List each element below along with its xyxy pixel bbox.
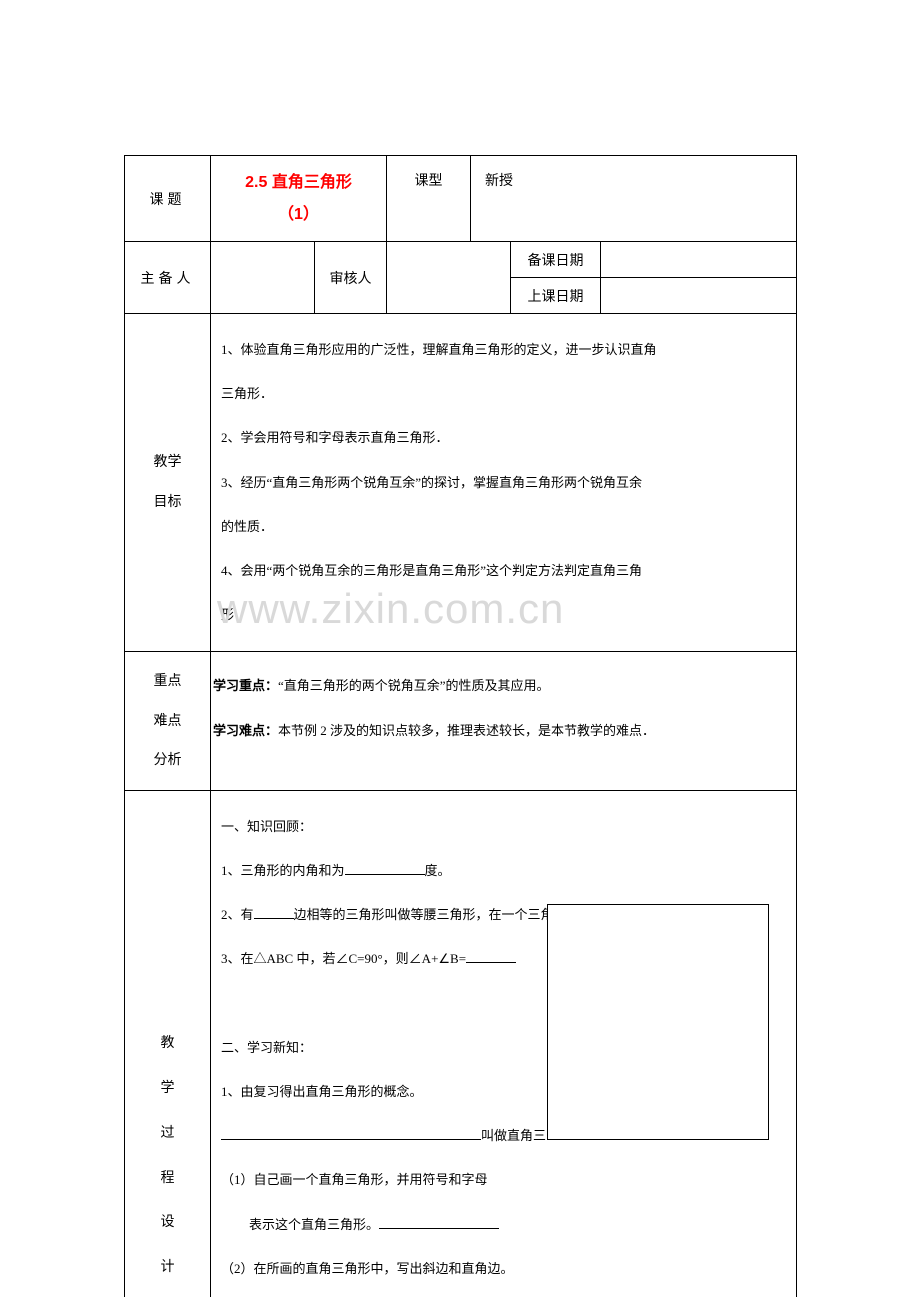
process-body-cell: 一、知识回顾： 1、三角形的内角和为度。 2、有边相等的三角形叫做等腰三角形，在… (211, 790, 797, 1297)
obj-line-6: 4、会用“两个锐角互余的三角形是直角三角形”这个判定方法判定直角三角 (221, 549, 786, 593)
objectives-label-2: 目标 (125, 483, 210, 522)
proc-l-2: 过 (125, 1112, 210, 1157)
diff-text: 本节例 2 涉及的知识点较多，推理表述较长，是本节教学的难点． (278, 723, 655, 738)
type-value-cell: 新授 (471, 156, 797, 242)
objectives-body-cell: 1、体验直角三角形应用的广泛性，理解直角三角形的定义，进一步认识直角 三角形． … (211, 314, 797, 652)
topic-label-cell: 课题 (125, 156, 211, 242)
title-cell: 2.5 直角三角形 （1） (211, 156, 387, 242)
type-label: 课型 (415, 174, 443, 189)
diff-bold: 学习难点： (213, 723, 278, 738)
p-line1a: 1、三角形的内角和为 (221, 863, 345, 878)
focus-label-1: 重点 (125, 662, 210, 701)
author-value-cell (211, 242, 315, 314)
objectives-label-cell: 教学 目标 (125, 314, 211, 652)
p-line1b: 度。 (425, 863, 451, 878)
p-line2a: 2、有 (221, 907, 254, 922)
blank-1 (345, 862, 425, 875)
title-line2: （1） (211, 199, 386, 231)
focus-label-cell: 重点 难点 分析 (125, 652, 211, 791)
obj-line-4: 3、经历“直角三角形两个锐角互余”的探讨，掌握直角三角形两个锐角互余 (221, 461, 786, 505)
blank-7 (379, 1216, 499, 1229)
prep-date-value-cell (601, 242, 797, 278)
objectives-row: 教学 目标 1、体验直角三角形应用的广泛性，理解直角三角形的定义，进一步认识直角… (125, 314, 797, 652)
process-body: 一、知识回顾： 1、三角形的内角和为度。 2、有边相等的三角形叫做等腰三角形，在… (211, 791, 796, 1297)
objectives-label-1: 教学 (125, 443, 210, 482)
process-label-cell: 教 学 过 程 设 计 (125, 790, 211, 1297)
prep-date-label: 备课日期 (528, 254, 584, 269)
objectives-body: 1、体验直角三角形应用的广泛性，理解直角三角形的定义，进一步认识直角 三角形． … (211, 314, 796, 651)
p-line3a: 3、在△ABC 中，若∠C=90°，则∠A+∠B= (221, 951, 466, 966)
proc-l-1: 学 (125, 1067, 210, 1112)
author-label-cell: 主备人 (125, 242, 211, 314)
class-date-label-cell: 上课日期 (511, 278, 601, 314)
page-container: 课题 2.5 直角三角形 （1） 课型 新授 主备人 审核人 备课日期 上课日期 (124, 155, 796, 1297)
topic-label: 课题 (150, 193, 186, 208)
focus-body-cell: 学习重点：“直角三角形的两个锐角互余”的性质及其应用。 学习难点：本节例 2 涉… (211, 652, 797, 791)
p-line7a: 表示这个直角三角形。 (249, 1217, 379, 1232)
header-row-1: 课题 2.5 直角三角形 （1） 课型 新授 (125, 156, 797, 242)
focus-body: 学习重点：“直角三角形的两个锐角互余”的性质及其应用。 学习难点：本节例 2 涉… (211, 652, 796, 764)
lesson-plan-table: 课题 2.5 直角三角形 （1） 课型 新授 主备人 审核人 备课日期 上课日期 (124, 155, 797, 1297)
focus-bold: 学习重点： (213, 678, 278, 693)
focus-label-3: 分析 (125, 741, 210, 780)
class-date-label: 上课日期 (528, 290, 584, 305)
blank-3 (466, 950, 516, 963)
drawing-box (547, 904, 769, 1140)
reviewer-label: 审核人 (330, 272, 372, 287)
blank-2 (254, 906, 294, 919)
type-label-cell: 课型 (387, 156, 471, 242)
proc-l-0: 教 (125, 1022, 210, 1067)
title-line1: 2.5 直角三角形 (211, 167, 386, 199)
type-value: 新授 (485, 174, 513, 189)
obj-line-2: 三角形． (221, 372, 786, 416)
obj-line-1: 1、体验直角三角形应用的广泛性，理解直角三角形的定义，进一步认识直角 (221, 328, 786, 372)
p-line6: （1）自己画一个直角三角形，并用符号和字母 (221, 1158, 786, 1202)
author-label: 主备人 (141, 272, 195, 287)
focus-label-2: 难点 (125, 702, 210, 741)
obj-line-3: 2、学会用符号和字母表示直角三角形． (221, 416, 786, 460)
proc-l-5: 计 (125, 1246, 210, 1291)
obj-line-5: 的性质． (221, 505, 786, 549)
p-line5b: 叫做直角三 (481, 1128, 546, 1143)
focus-text: “直角三角形的两个锐角互余”的性质及其应用。 (278, 678, 550, 693)
p-line8: （2）在所画的直角三角形中，写出斜边和直角边。 (221, 1247, 786, 1291)
obj-line-7: 形． (221, 593, 786, 637)
reviewer-value-cell (387, 242, 511, 314)
class-date-value-cell (601, 278, 797, 314)
proc-l-3: 程 (125, 1157, 210, 1202)
process-row: 教 学 过 程 设 计 一、知识回顾： 1、三角形的内角和为度。 2、有边相等的… (125, 790, 797, 1297)
prep-date-label-cell: 备课日期 (511, 242, 601, 278)
section1-title: 一、知识回顾： (221, 805, 786, 849)
reviewer-label-cell: 审核人 (315, 242, 387, 314)
blank-5 (221, 1127, 481, 1140)
focus-row: 重点 难点 分析 学习重点：“直角三角形的两个锐角互余”的性质及其应用。 学习难… (125, 652, 797, 791)
proc-l-4: 设 (125, 1201, 210, 1246)
header-row-2: 主备人 审核人 备课日期 (125, 242, 797, 278)
